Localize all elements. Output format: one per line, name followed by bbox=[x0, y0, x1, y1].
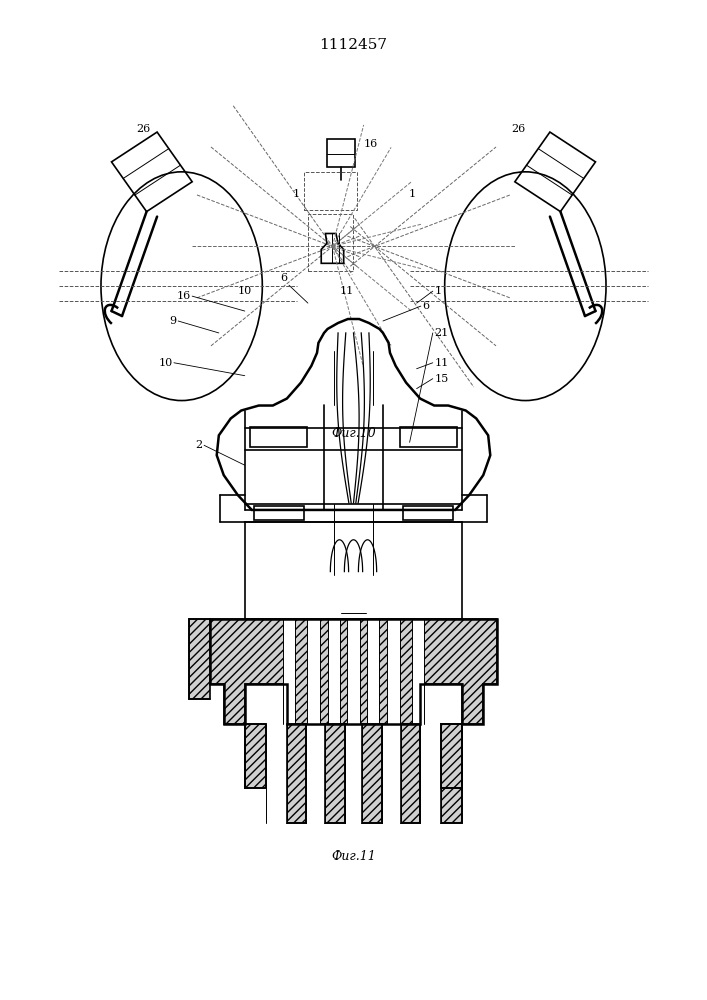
Text: 11: 11 bbox=[339, 286, 354, 296]
Text: Фиг.11: Фиг.11 bbox=[331, 850, 376, 863]
Bar bbox=[308, 214, 354, 271]
Bar bbox=[254, 506, 305, 520]
Polygon shape bbox=[441, 724, 462, 823]
Bar bbox=[327, 139, 355, 167]
Text: 1: 1 bbox=[434, 286, 441, 296]
Polygon shape bbox=[325, 724, 345, 823]
Text: 26: 26 bbox=[511, 124, 525, 134]
Text: 1: 1 bbox=[293, 189, 300, 199]
Polygon shape bbox=[362, 724, 382, 823]
Text: 10: 10 bbox=[238, 286, 252, 296]
Bar bbox=[411, 619, 424, 724]
Polygon shape bbox=[441, 724, 462, 788]
Bar bbox=[387, 619, 399, 724]
Bar bbox=[345, 724, 362, 823]
Bar bbox=[189, 619, 210, 699]
Bar bbox=[402, 506, 453, 520]
Bar bbox=[306, 724, 325, 823]
Bar bbox=[382, 724, 401, 823]
Text: 1: 1 bbox=[408, 189, 415, 199]
Bar bbox=[367, 619, 380, 724]
Bar bbox=[399, 427, 457, 447]
Text: 6: 6 bbox=[422, 301, 429, 311]
Polygon shape bbox=[401, 724, 420, 823]
Text: 10: 10 bbox=[158, 358, 173, 368]
Text: 9: 9 bbox=[170, 316, 177, 326]
Bar bbox=[305, 172, 357, 210]
Text: 16: 16 bbox=[177, 291, 191, 301]
Text: 21: 21 bbox=[434, 328, 448, 338]
Polygon shape bbox=[245, 724, 266, 788]
Polygon shape bbox=[210, 619, 497, 724]
Text: 26: 26 bbox=[136, 124, 150, 134]
Text: 11: 11 bbox=[434, 358, 448, 368]
Text: 6: 6 bbox=[280, 273, 287, 283]
Bar bbox=[308, 619, 320, 724]
Text: 16: 16 bbox=[363, 139, 378, 149]
Bar bbox=[266, 724, 287, 823]
Text: 1112457: 1112457 bbox=[320, 38, 387, 52]
Text: Фиг.10: Фиг.10 bbox=[331, 427, 376, 440]
Bar bbox=[327, 619, 340, 724]
Bar bbox=[250, 427, 308, 447]
Bar bbox=[189, 619, 210, 699]
Bar bbox=[420, 724, 441, 823]
Text: 15: 15 bbox=[434, 374, 448, 384]
Text: 2: 2 bbox=[196, 440, 203, 450]
Bar bbox=[347, 619, 360, 724]
Polygon shape bbox=[287, 724, 306, 823]
Bar bbox=[283, 619, 296, 724]
